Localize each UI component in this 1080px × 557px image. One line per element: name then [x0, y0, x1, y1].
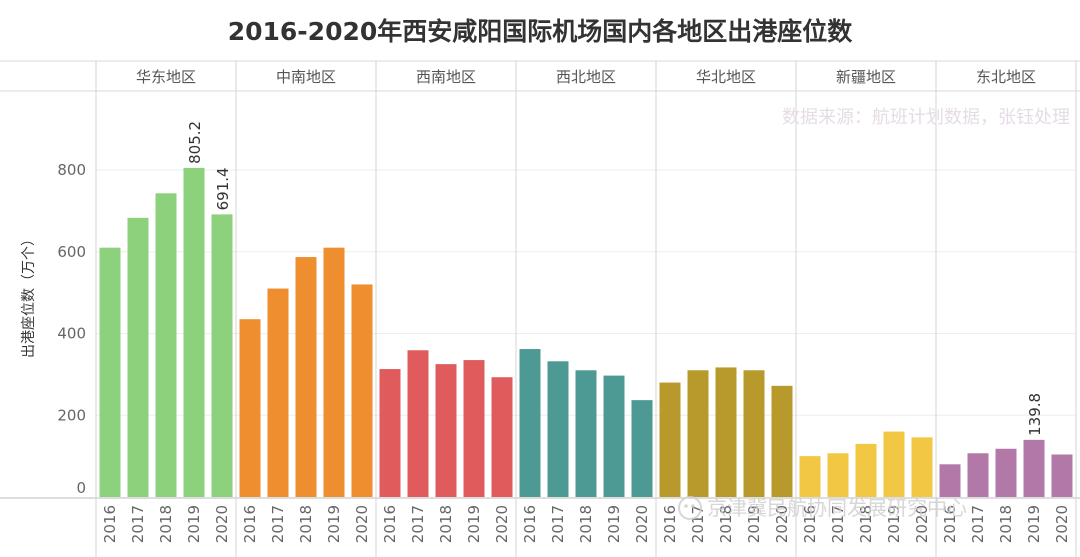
bar [631, 400, 653, 497]
x-tick-label: 2018 [577, 505, 595, 543]
region-header-row: 华东地区 中南地区 西南地区 西北地区 华北地区 新疆地区 东北地区 [136, 68, 1036, 86]
x-tick-label: 2019 [325, 505, 343, 543]
region-label: 新疆地区 [836, 68, 896, 86]
bar [603, 375, 625, 497]
region-label: 中南地区 [276, 68, 336, 86]
bar [911, 437, 933, 497]
source-note: 数据来源：航班计划数据，张钰处理 [782, 107, 1070, 128]
region-label: 西南地区 [416, 68, 476, 86]
x-tick-label: 2020 [353, 505, 371, 543]
bar [1023, 439, 1045, 497]
y-tick-label: 600 [57, 243, 86, 261]
bar [407, 350, 429, 497]
wechat-icon [678, 496, 702, 520]
x-tick-label: 2019 [605, 505, 623, 543]
x-tick-label: 2020 [773, 505, 791, 543]
bar [967, 453, 989, 497]
x-tick-label: 2019 [885, 505, 903, 543]
x-tick-label: 2019 [465, 505, 483, 543]
x-tick-label: 2016 [101, 505, 119, 543]
bar [995, 448, 1017, 497]
x-tick-label: 2016 [521, 505, 539, 543]
x-tick-label: 2017 [129, 505, 147, 543]
bar [211, 214, 233, 497]
x-tick-label: 2020 [913, 505, 931, 543]
chart-title: 2016-2020年西安咸阳国际机场国内各地区出港座位数 [227, 17, 853, 46]
bar [463, 360, 485, 497]
y-tick-label: 400 [57, 325, 86, 343]
x-tick-label: 2019 [1025, 505, 1043, 543]
x-tick-label: 2018 [297, 505, 315, 543]
x-tick-label: 2016 [801, 505, 819, 543]
x-tick-label: 2017 [549, 505, 567, 543]
x-tick-label: 2017 [829, 505, 847, 543]
x-tick-label: 2018 [857, 505, 875, 543]
region-label: 华东地区 [136, 68, 196, 86]
x-tick-label: 2019 [185, 505, 203, 543]
x-tick-label: 2020 [493, 505, 511, 543]
data-label: 691.4 [214, 167, 232, 210]
bar [379, 369, 401, 497]
bar [491, 377, 513, 497]
bar [659, 382, 681, 497]
x-tick-label: 2018 [157, 505, 175, 543]
bar [547, 361, 569, 497]
bar [435, 364, 457, 497]
bar [323, 247, 345, 497]
bar [855, 443, 877, 497]
panel-frame [0, 60, 1080, 557]
bar [519, 349, 541, 497]
x-tick-label: 2018 [437, 505, 455, 543]
x-tick-label: 2018 [997, 505, 1015, 543]
y-tick-label: 800 [57, 161, 86, 179]
data-label: 139.8 [1026, 393, 1044, 436]
bar [715, 367, 737, 497]
bar [771, 385, 793, 497]
bar [575, 370, 597, 497]
bar [743, 370, 765, 497]
watermark: 京津冀民航协同发展研究中心 [678, 496, 967, 520]
y-axis-label: 出港座位数（万个） [21, 232, 37, 358]
x-tick-label: 2017 [969, 505, 987, 543]
x-tick-label: 2020 [633, 505, 651, 543]
bar [799, 456, 821, 497]
x-tick-label: 2017 [689, 505, 707, 543]
x-tick-label: 2020 [213, 505, 231, 543]
data-label: 805.2 [186, 121, 204, 164]
bar [155, 193, 177, 497]
region-label: 华北地区 [696, 68, 756, 86]
x-tick-label: 2016 [941, 505, 959, 543]
x-tick-label: 2019 [745, 505, 763, 543]
region-label: 东北地区 [976, 68, 1036, 86]
bar [827, 453, 849, 497]
x-tick-label: 2020 [1053, 505, 1071, 543]
y-tick-label: 200 [57, 406, 86, 424]
bar [939, 464, 961, 497]
bar [1051, 454, 1073, 497]
bar [239, 319, 261, 497]
watermark-text: 京津冀民航协同发展研究中心 [707, 496, 967, 520]
label-layer: 0 200 400 600 800 2016 2017 2018 2019 805.2 2020 69… [57, 121, 1071, 543]
bar [127, 217, 149, 498]
bar-layer [99, 167, 1073, 498]
bar [183, 167, 205, 497]
x-tick-label: 2017 [269, 505, 287, 543]
x-tick-label: 2016 [241, 505, 259, 543]
bar [99, 247, 121, 497]
bar [883, 431, 905, 497]
bar [295, 257, 317, 497]
x-tick-label: 2017 [409, 505, 427, 543]
bar [351, 284, 373, 497]
region-label: 西北地区 [556, 68, 616, 86]
x-tick-label: 2018 [717, 505, 735, 543]
y-tick-label: 0 [76, 479, 86, 497]
x-tick-label: 2016 [661, 505, 679, 543]
x-tick-label: 2016 [381, 505, 399, 543]
bar [267, 288, 289, 497]
bar [687, 370, 709, 497]
